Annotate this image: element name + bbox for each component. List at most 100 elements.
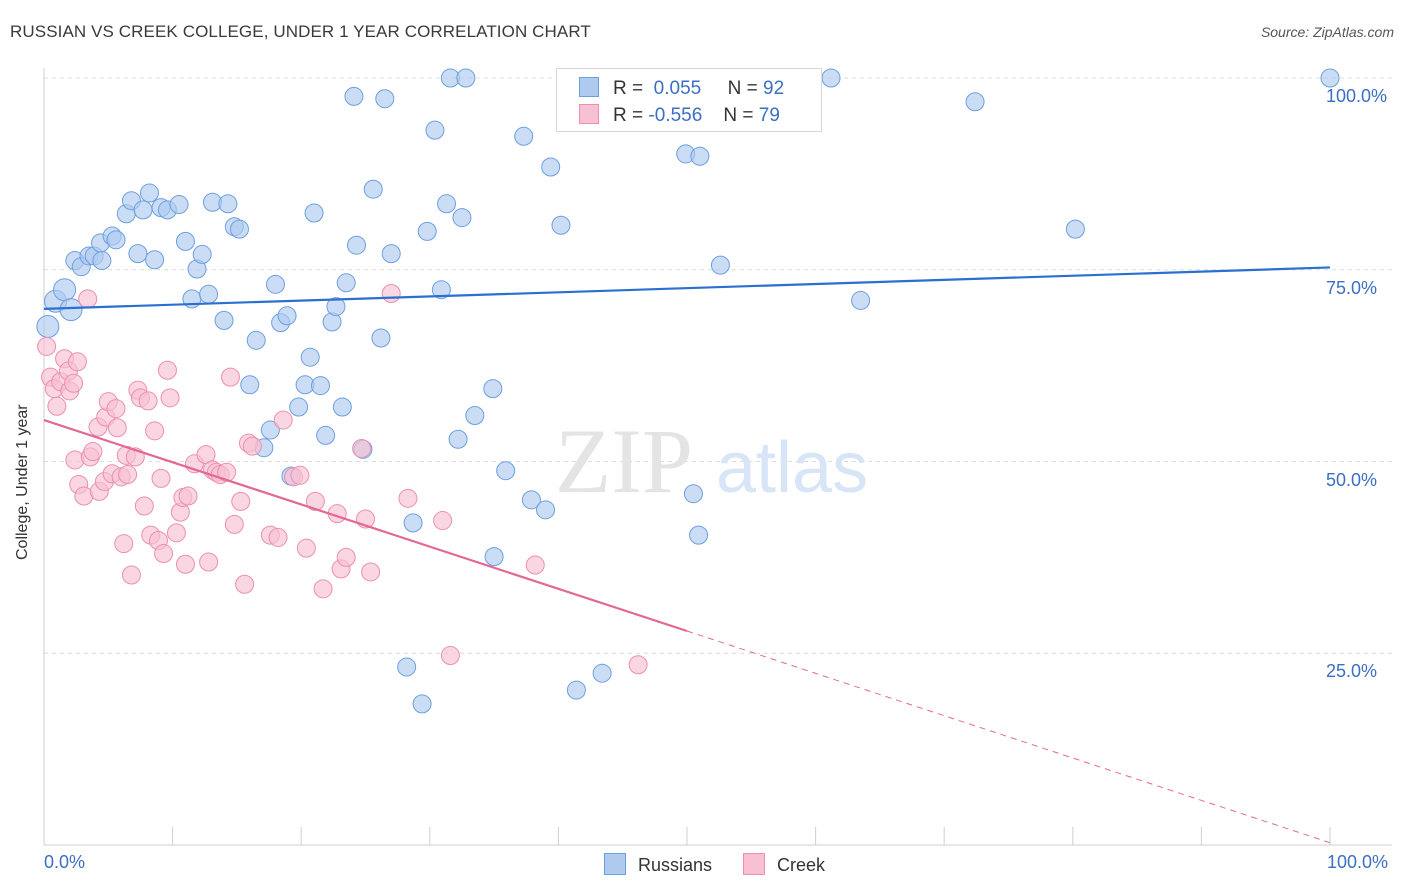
russians-point: [592, 663, 612, 683]
creek-legend-label: Creek: [777, 855, 826, 875]
x-tick-max: 100.0%: [1327, 852, 1389, 872]
russians-point: [551, 215, 571, 235]
russians-point: [260, 420, 280, 440]
legend-item-creek[interactable]: Creek: [743, 853, 825, 876]
russians-point: [128, 244, 148, 264]
russians-point: [192, 244, 212, 264]
n-label: N =: [723, 105, 754, 126]
y-tick-label: 100.0%: [1326, 86, 1388, 106]
russians-point: [326, 297, 346, 317]
russians-point: [412, 694, 432, 714]
creek-point: [83, 442, 103, 462]
creek-n-value: 79: [758, 105, 780, 126]
creek-point: [268, 527, 288, 547]
creek-point: [154, 544, 174, 564]
russians-point: [1065, 219, 1085, 239]
creek-point: [64, 373, 84, 393]
gridlines: [44, 77, 1392, 654]
russians-point: [456, 68, 476, 88]
russians-point: [240, 375, 260, 395]
creek-point: [151, 468, 171, 488]
creek-point: [134, 496, 154, 516]
russians-point: [448, 429, 468, 449]
creek-point: [296, 538, 316, 558]
russians-point: [229, 219, 249, 239]
creek-point: [217, 462, 237, 482]
creek-point: [166, 523, 186, 543]
russians-point: [397, 657, 417, 677]
russians-point: [1320, 68, 1340, 88]
russians-point: [277, 306, 297, 326]
russians-point: [332, 397, 352, 417]
creek-point: [290, 465, 310, 485]
creek-point: [336, 547, 356, 567]
russians-point: [483, 379, 503, 399]
russians-points: [36, 68, 1340, 714]
russians-point: [821, 68, 841, 88]
y-tick-label: 75.0%: [1326, 277, 1378, 298]
russians-trend-line: [43, 266, 1331, 310]
russians-point: [344, 86, 364, 106]
creek-point: [525, 555, 545, 575]
creek-trend-extension: [686, 630, 1331, 844]
creek-point: [235, 574, 255, 594]
creek-point: [273, 410, 293, 430]
russians-point: [214, 310, 234, 330]
russians-legend-label: Russians: [638, 855, 713, 875]
russians-point: [452, 208, 472, 228]
creek-point: [118, 465, 138, 485]
creek-point: [37, 336, 57, 356]
russians-point: [133, 200, 153, 220]
russians-point: [965, 92, 985, 112]
legend-row-russians: R = 0.055 N = 92: [579, 77, 784, 100]
russians-point: [851, 290, 871, 310]
n-label: N =: [727, 78, 758, 99]
russians-point: [289, 397, 309, 417]
russians-n-value: 92: [763, 78, 785, 99]
creek-point: [305, 491, 325, 511]
russians-point: [336, 273, 356, 293]
russians-point: [425, 120, 445, 140]
creek-point: [138, 391, 158, 411]
creek-r-value: -0.556: [648, 105, 703, 126]
russians-point: [683, 484, 703, 504]
russians-legend-swatch: [604, 853, 626, 875]
creek-legend-swatch: [743, 853, 766, 875]
creek-point: [107, 418, 127, 438]
creek-point: [78, 289, 98, 309]
trend-lines: [43, 266, 1331, 844]
creek-point: [398, 488, 418, 508]
russians-point: [218, 194, 238, 214]
creek-point: [114, 534, 134, 554]
series-legend: Russians Creek: [604, 853, 851, 876]
creek-points: [37, 284, 648, 675]
creek-point: [440, 646, 460, 666]
russians-swatch: [579, 77, 599, 97]
creek-point: [352, 438, 372, 458]
russians-point: [541, 157, 561, 177]
creek-point: [157, 360, 177, 380]
russians-point: [371, 328, 391, 348]
creek-point: [106, 399, 126, 419]
russians-point: [304, 203, 324, 223]
y-tick-label: 25.0%: [1326, 661, 1378, 682]
russians-point: [53, 278, 77, 302]
legend-item-russians[interactable]: Russians: [604, 853, 712, 876]
russians-point: [346, 235, 366, 255]
russians-point: [496, 461, 516, 481]
creek-point: [433, 511, 453, 531]
stats-legend: R = 0.055 N = 92 R = -0.556 N = 79: [556, 68, 822, 132]
russians-point: [381, 244, 401, 264]
russians-point: [417, 221, 437, 241]
creek-point: [178, 486, 198, 506]
y-tick-label: 50.0%: [1326, 469, 1378, 490]
russians-point: [92, 251, 112, 271]
russians-point: [310, 376, 330, 396]
russians-point: [169, 195, 189, 215]
russians-point: [300, 347, 320, 367]
russians-point: [437, 194, 457, 214]
source-label: Source: ZipAtlas.com: [1260, 24, 1394, 40]
y-axis-label: College, Under 1 year: [14, 404, 31, 560]
russians-point: [59, 298, 83, 322]
creek-point: [160, 388, 180, 408]
